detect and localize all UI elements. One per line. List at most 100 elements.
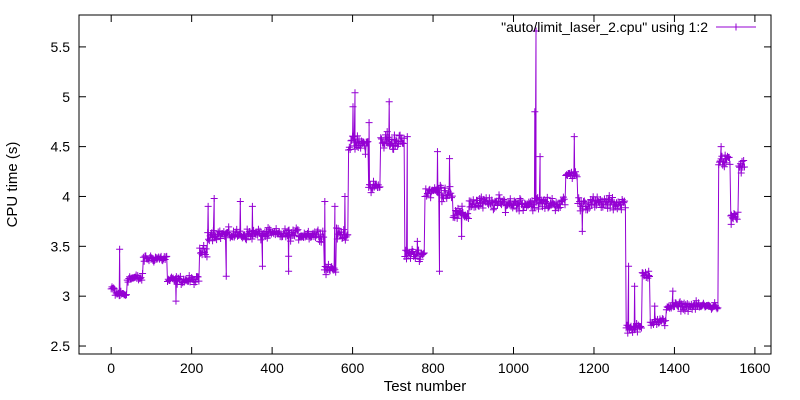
data-point [248,202,256,210]
data-point [413,252,421,260]
data-point [302,231,310,239]
data-point [662,317,670,325]
data-point [661,322,669,330]
data-point [645,271,653,279]
data-point [387,139,395,147]
data-point [285,267,293,275]
data-point [420,249,428,257]
data-point [636,323,644,331]
data-point [713,305,721,313]
data-point [361,142,369,150]
data-point [637,323,645,331]
data-point [230,233,238,241]
data-point [584,206,592,214]
data-point [209,227,217,235]
data-point [209,237,217,245]
data-point [415,246,423,254]
data-point [419,251,427,259]
data-point [222,272,230,280]
data-point [608,194,616,202]
data-point [516,194,524,202]
data-point [476,194,484,202]
data-point [602,201,610,209]
data-point [351,145,359,153]
data-point [382,138,390,146]
y-tick-label: 3.5 [51,238,71,254]
data-point [506,195,514,203]
data-point [637,324,645,332]
data-point [717,143,725,151]
data-point [290,231,298,239]
data-point [217,235,225,243]
data-point [529,207,537,215]
data-point [210,194,218,202]
data-point [367,189,375,197]
data-point [463,213,471,221]
series-line [110,30,745,334]
data-point [334,224,342,232]
data-point [393,137,401,145]
data-point [561,201,569,209]
data-point [724,152,732,160]
data-point [555,204,563,212]
y-tick-label: 3 [62,288,70,304]
data-point [458,202,466,210]
data-point [532,27,540,35]
data-point [730,210,738,218]
data-point [726,160,734,168]
data-point [416,255,424,263]
data-point [122,291,130,299]
data-point [712,303,720,311]
data-point [313,228,321,236]
data-point [621,204,629,212]
data-point [319,227,327,235]
data-point [233,225,241,233]
data-point [733,215,741,223]
data-point [458,232,466,240]
data-point [281,225,289,233]
data-point [344,231,352,239]
data-point [443,194,451,202]
data-point [258,262,266,270]
data-point [248,235,256,243]
data-point [110,285,118,293]
data-point [500,195,508,203]
x-tick-label: 400 [260,360,284,376]
data-point [437,183,445,191]
data-point [385,98,393,106]
data-point [376,183,384,191]
data-point [464,214,472,222]
data-point [383,133,391,141]
data-point [390,145,398,153]
data-point [257,236,265,244]
data-point [396,131,404,139]
data-point [341,236,349,244]
data-point [122,291,130,299]
legend-entry-label: "auto/limit_laser_2.cpu" using 1:2 [501,19,708,35]
data-point [213,236,221,244]
data-point [197,249,205,257]
x-tick-label: 0 [107,360,115,376]
x-tick-label: 1400 [659,360,690,376]
data-point [433,148,441,156]
data-point [264,224,272,232]
data-point [620,199,628,207]
data-point [378,135,386,143]
data-point [573,173,581,181]
data-point [446,155,454,163]
data-point [669,287,677,295]
data-point [578,227,586,235]
data-point [386,140,394,148]
data-point [531,108,539,116]
data-point [150,258,158,266]
data-point [570,133,578,141]
data-point [633,328,641,336]
data-point [510,197,518,205]
data-point [624,329,632,337]
data-point [427,194,435,202]
data-point [262,232,270,240]
data-point [438,198,446,206]
data-point [320,233,328,241]
data-point [615,201,623,209]
data-point [375,183,383,191]
